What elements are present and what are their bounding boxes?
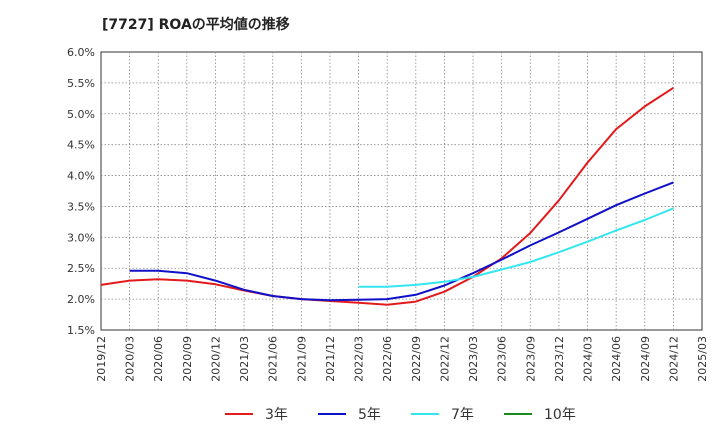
x-tick-label: 2022/06 xyxy=(381,336,394,382)
x-tick-label: 2021/09 xyxy=(295,336,308,382)
x-tick-label: 2020/06 xyxy=(152,336,165,382)
x-tick-label: 2022/12 xyxy=(438,336,451,382)
series-line xyxy=(100,86,674,306)
x-tick-label: 2023/06 xyxy=(496,336,509,382)
y-tick-label: 4.0% xyxy=(67,170,95,183)
series-line xyxy=(129,181,674,302)
x-tick-label: 2020/03 xyxy=(124,336,137,382)
legend-label: 5年 xyxy=(358,407,381,423)
y-tick-label: 3.5% xyxy=(67,200,95,213)
x-tick-label: 2019/12 xyxy=(95,336,108,382)
x-tick-label: 2024/03 xyxy=(582,336,595,382)
x-tick-label: 2025/03 xyxy=(696,336,709,382)
x-tick-label: 2023/09 xyxy=(524,336,537,382)
y-tick-label: 2.5% xyxy=(67,262,95,275)
legend-label: 10年 xyxy=(544,407,576,423)
y-tick-label: 1.5% xyxy=(67,324,95,337)
x-tick-label: 2024/06 xyxy=(610,336,623,382)
x-tick-label: 2022/03 xyxy=(353,336,366,382)
x-tick-label: 2022/09 xyxy=(410,336,423,382)
plot-area xyxy=(100,51,703,331)
y-tick-label: 4.5% xyxy=(67,139,95,152)
x-tick-label: 2020/09 xyxy=(181,336,194,382)
x-tick-label: 2020/12 xyxy=(209,336,222,382)
x-tick-label: 2024/09 xyxy=(639,336,652,382)
y-tick-label: 5.5% xyxy=(67,77,95,90)
x-tick-label: 2021/03 xyxy=(238,336,251,382)
series-line xyxy=(358,207,674,288)
x-tick-label: 2023/12 xyxy=(553,336,566,382)
x-tick-label: 2023/03 xyxy=(467,336,480,382)
x-tick-label: 2021/06 xyxy=(267,336,280,382)
chart-title: [7727] ROAの平均値の推移 xyxy=(102,17,290,33)
y-tick-label: 6.0% xyxy=(67,46,95,59)
y-tick-label: 3.0% xyxy=(67,231,95,244)
x-tick-label: 2021/12 xyxy=(324,336,337,382)
y-tick-label: 5.0% xyxy=(67,108,95,121)
legend-label: 3年 xyxy=(265,407,288,423)
y-tick-label: 2.0% xyxy=(67,293,95,306)
x-tick-label: 2024/12 xyxy=(667,336,680,382)
legend-label: 7年 xyxy=(451,407,474,423)
